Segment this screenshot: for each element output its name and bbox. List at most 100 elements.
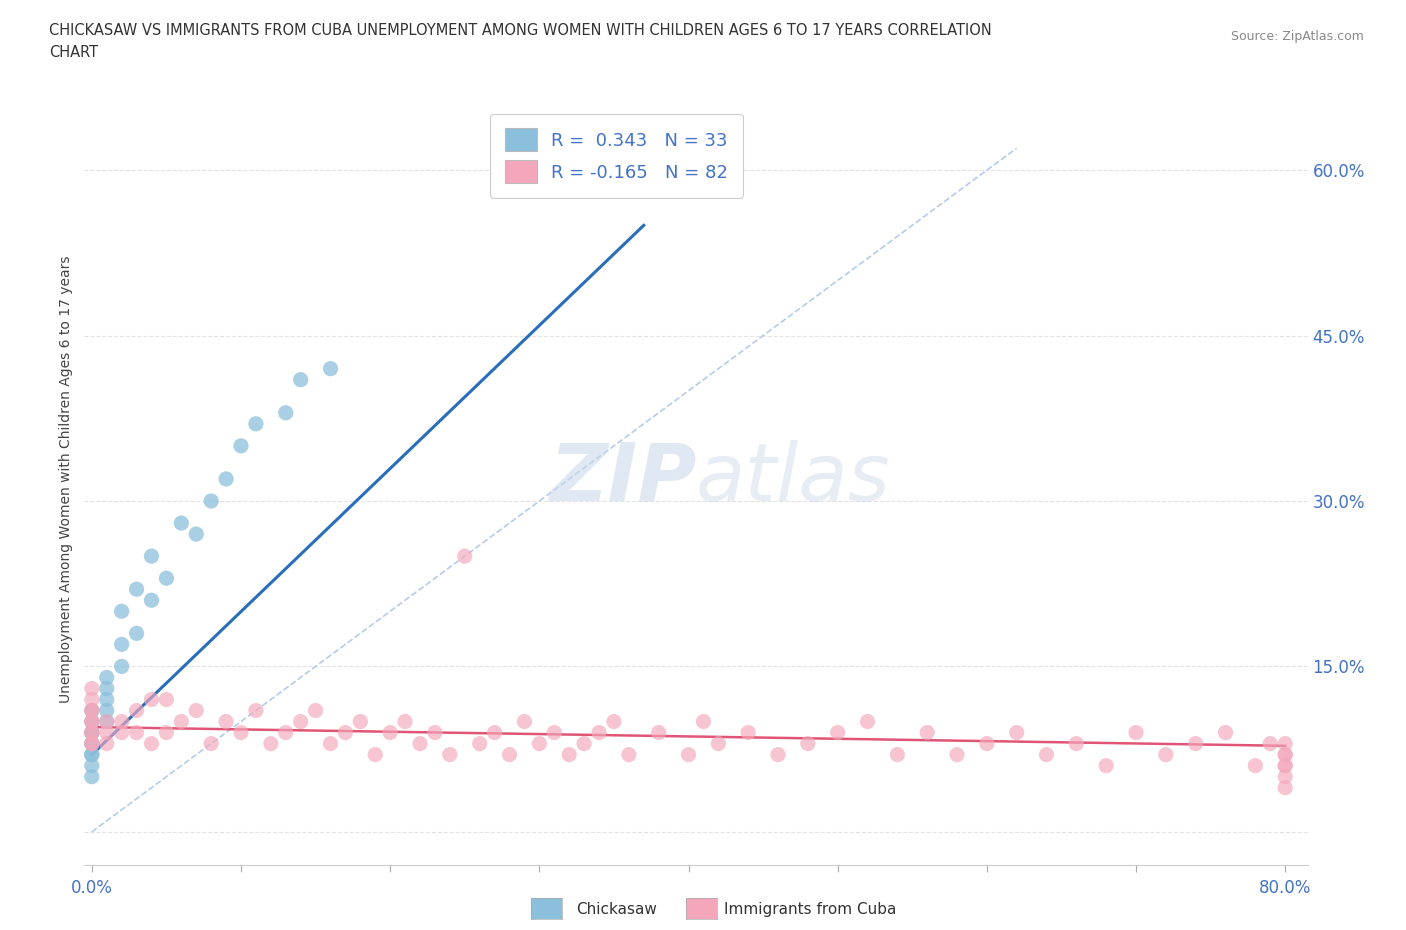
Point [274,725,297,740]
Point [80,747,103,762]
Point [1154,747,1177,762]
Point [186,703,208,718]
Point [229,438,252,453]
Point [111,714,134,729]
Point [80,725,103,740]
Point [1258,737,1281,751]
Point [96,681,118,696]
Point [797,737,820,751]
Text: Chickasaw: Chickasaw [576,902,658,917]
Point [80,714,103,729]
Point [141,549,163,564]
Point [1095,758,1118,773]
Point [200,737,222,751]
Point [80,737,103,751]
Point [125,725,148,740]
Point [260,737,283,751]
Point [80,714,103,729]
Text: ZIP: ZIP [548,440,696,518]
Point [80,725,103,740]
Point [141,592,163,607]
Point [111,637,134,652]
Text: atlas: atlas [696,440,891,518]
Point [96,737,118,751]
Point [229,725,252,740]
Point [186,526,208,541]
Point [468,737,491,751]
Point [766,747,789,762]
Point [141,692,163,707]
Point [80,703,103,718]
Point [915,725,938,740]
Point [1184,737,1206,751]
Point [80,725,103,740]
Point [304,703,326,718]
Point [692,714,714,729]
Point [1274,758,1296,773]
Point [111,659,134,674]
Point [603,714,626,729]
Text: CHART: CHART [49,45,98,60]
Point [96,670,118,684]
Point [155,692,177,707]
Point [80,747,103,762]
Point [737,725,759,740]
Point [80,703,103,718]
Point [80,737,103,751]
Point [1244,758,1267,773]
Point [111,725,134,740]
Point [335,725,357,740]
Point [647,725,669,740]
Point [319,361,342,376]
Point [80,737,103,751]
Point [1274,780,1296,795]
Point [96,703,118,718]
Point [423,725,446,740]
Point [80,737,103,751]
Text: CHICKASAW VS IMMIGRANTS FROM CUBA UNEMPLOYMENT AMONG WOMEN WITH CHILDREN AGES 6 : CHICKASAW VS IMMIGRANTS FROM CUBA UNEMPL… [49,23,993,38]
Point [1274,769,1296,784]
Point [96,692,118,707]
Point [215,714,238,729]
Point [1274,747,1296,762]
Point [1274,737,1296,751]
Point [96,714,118,729]
Point [707,737,730,751]
Point [125,582,148,597]
Point [80,758,103,773]
Point [349,714,371,729]
Point [633,140,655,155]
Point [170,714,193,729]
Point [125,703,148,718]
Point [80,714,103,729]
Point [454,549,477,564]
Point [200,494,222,509]
Point [364,747,387,762]
Point [290,372,312,387]
Point [319,737,342,751]
Point [80,725,103,740]
Point [1274,747,1296,762]
Point [498,747,520,762]
Point [1066,737,1088,751]
Point [529,737,551,751]
Point [80,681,103,696]
Legend: R =  0.343   N = 33, R = -0.165   N = 82: R = 0.343 N = 33, R = -0.165 N = 82 [491,113,742,198]
Point [96,725,118,740]
Y-axis label: Unemployment Among Women with Children Ages 6 to 17 years: Unemployment Among Women with Children A… [59,255,73,703]
Point [1215,725,1237,740]
Point [946,747,969,762]
Point [588,725,610,740]
Point [215,472,238,486]
Point [439,747,461,762]
Point [856,714,879,729]
Point [484,725,506,740]
Point [125,626,148,641]
Point [80,692,103,707]
Point [976,737,998,751]
Point [80,703,103,718]
Point [827,725,849,740]
Point [80,769,103,784]
Point [111,604,134,618]
Text: Immigrants from Cuba: Immigrants from Cuba [724,902,897,917]
